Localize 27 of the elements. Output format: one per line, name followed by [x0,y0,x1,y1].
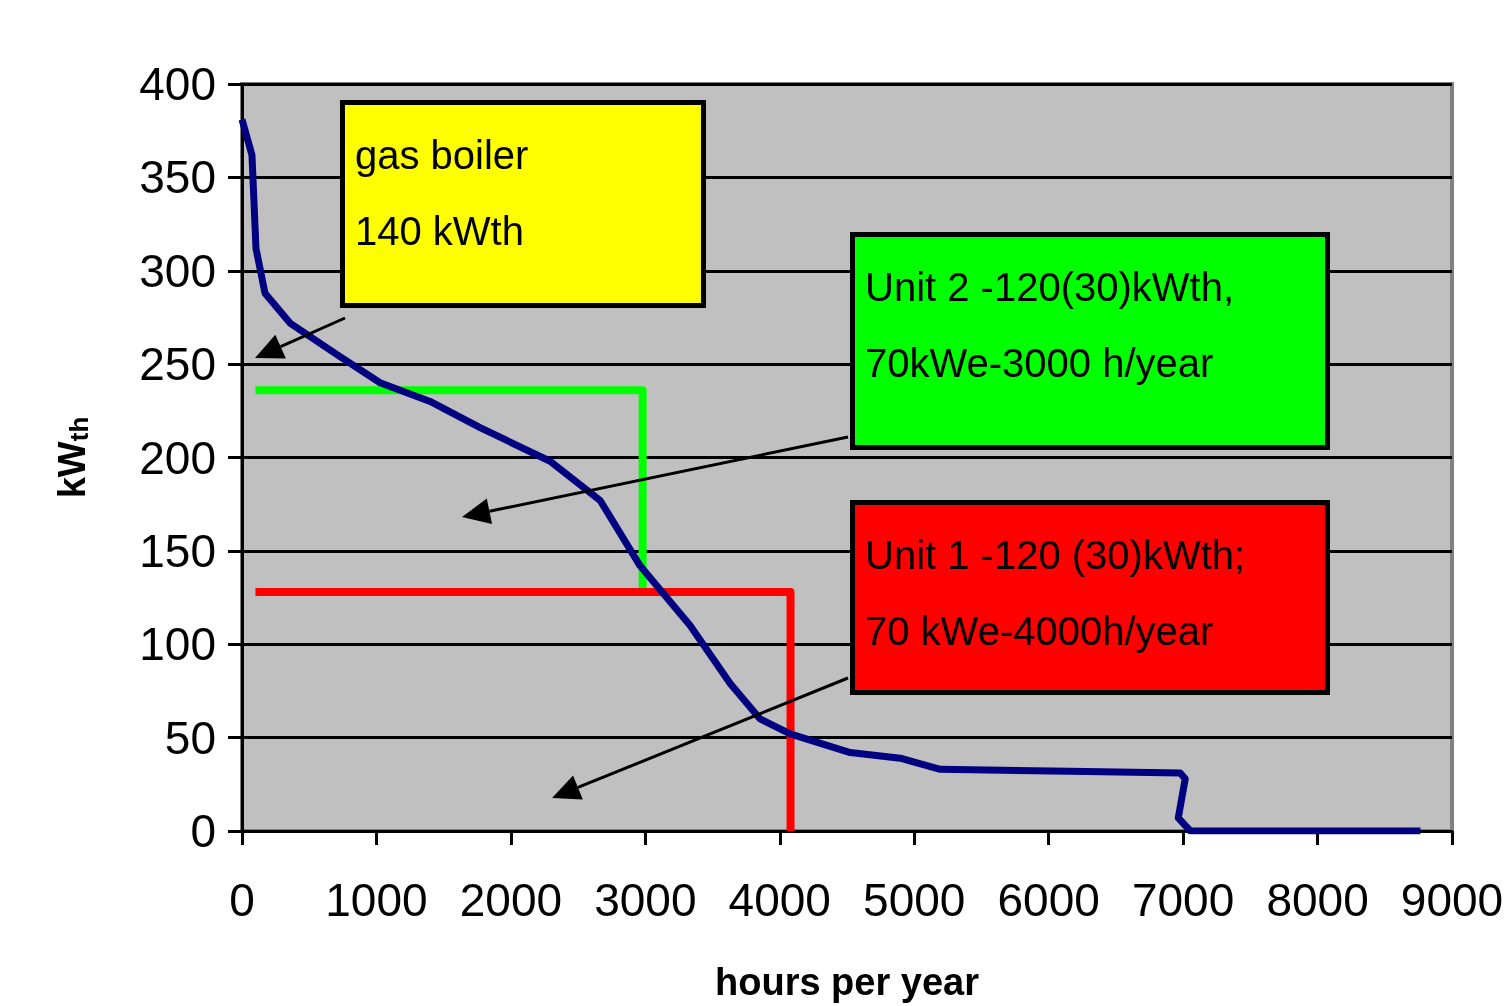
y-tick-label: 0 [190,805,216,857]
x-tick-label: 9000 [1400,874,1504,926]
x-tick-label: 4000 [728,874,831,926]
x-axis-title: hours per year [715,961,980,1003]
x-tick-label: 3000 [594,874,697,926]
y-tick-label: 150 [139,524,216,577]
y-tick-label: 300 [139,244,216,297]
x-tick-label: 1000 [325,874,428,926]
callout-box: gas boiler 140 kWth [340,100,706,308]
x-tick-label: 2000 [459,874,563,926]
y-tick-label: 250 [139,338,216,391]
callout-box: Unit 1 -120 (30)kWth; 70 kWe-4000h/year [850,500,1330,695]
y-tick-label: 50 [164,711,216,764]
x-tick-label: 6000 [997,874,1100,926]
y-tick-label: 350 [139,151,216,204]
annotation: Unit 2 -120(30)kWth, 70kWe-3000 h/year [865,264,1236,387]
y-tick-label: 200 [139,431,216,484]
x-tick-label: 5000 [863,874,966,926]
y-axis-title: kWth [51,416,94,499]
annotation: Unit 1 -120 (30)kWth; 70 kWe-4000h/year [865,532,1247,655]
x-tick-label: 0 [229,874,255,926]
x-tick-label: 7000 [1131,874,1235,926]
y-tick-label: 400 [139,58,216,110]
y-tick-label: 100 [139,618,216,671]
annotation: gas boiler 140 kWth [355,132,530,255]
callout-box: Unit 2 -120(30)kWth, 70kWe-3000 h/year [850,232,1330,450]
x-tick-label: 8000 [1266,874,1369,926]
